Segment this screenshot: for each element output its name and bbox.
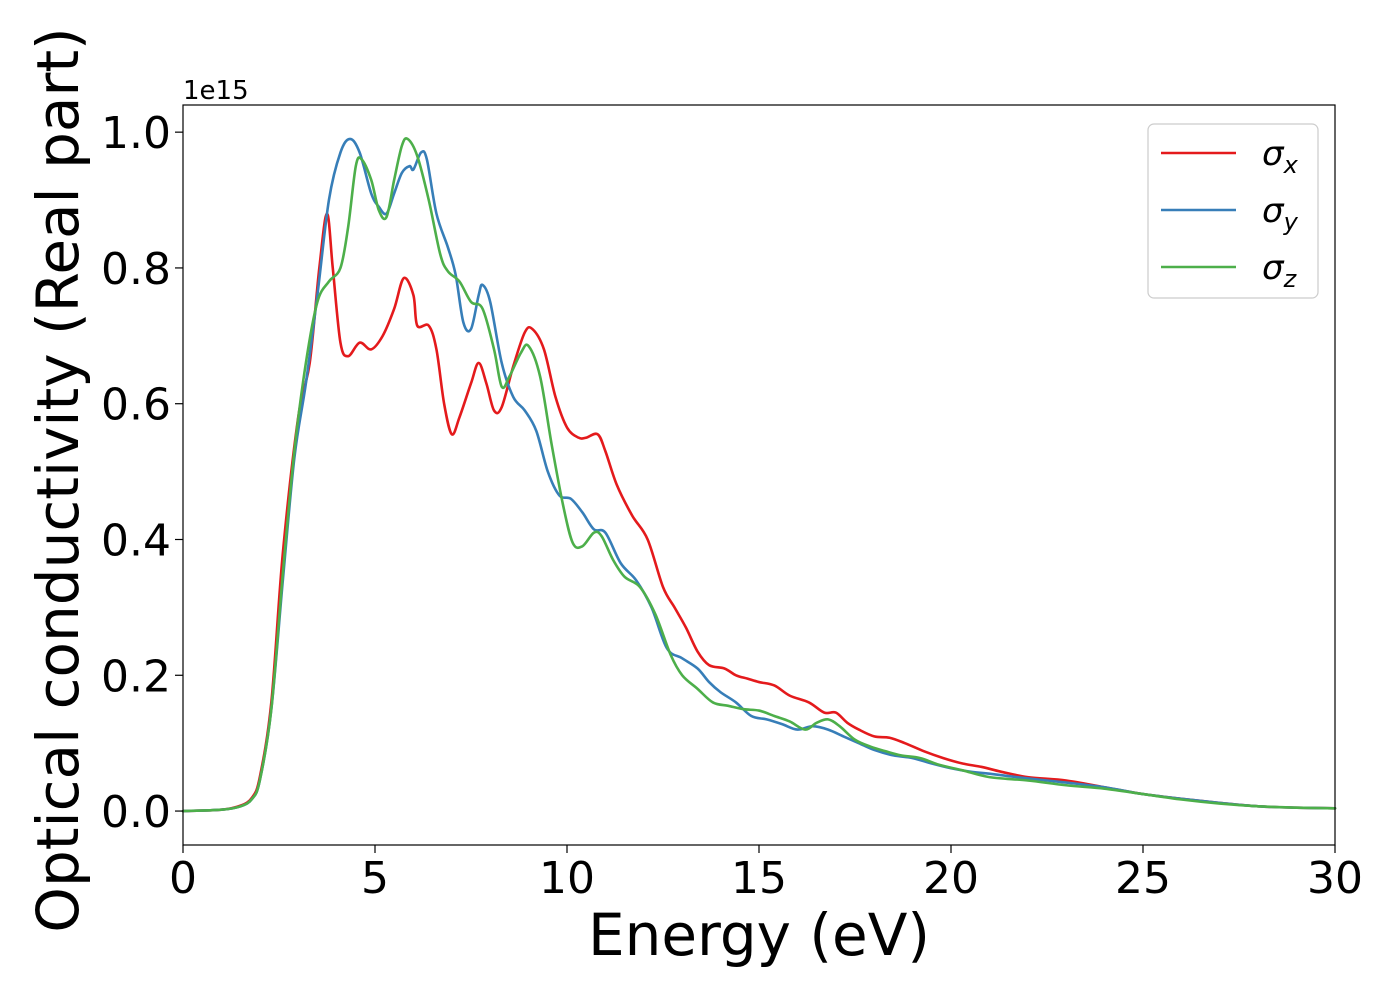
y-tick-label: 0.4 [101,515,171,566]
x-tick-label: 0 [169,853,197,904]
series-line-sigma-z [181,137,1337,813]
y-tick-label: 0.8 [101,244,171,295]
y-axis-label: Optical conductivity (Real part) [24,27,92,932]
x-tick-label: 15 [731,853,787,904]
x-tick-label: 5 [361,853,389,904]
y-tick-label: 0.2 [101,651,171,702]
series-line-sigma-y [181,137,1337,813]
x-tick-label: 25 [1115,853,1171,904]
y-axis-ticks: 0.0 0.2 0.4 0.6 0.8 1.0 [101,108,183,838]
x-tick-label: 20 [923,853,979,904]
x-axis-ticks: 0 5 10 15 20 25 30 [169,845,1363,904]
x-axis-label: Energy (eV) [588,901,930,969]
legend-label-sigma-x: σx [1262,134,1299,179]
y-offset-label: 1e15 [183,76,249,106]
legend: σx σy σz [1147,123,1319,299]
y-tick-label: 1.0 [101,108,171,159]
y-tick-label: 0.6 [101,380,171,431]
legend-label-sigma-y: σy [1262,191,1299,236]
plot-lines [181,137,1337,813]
x-tick-label: 10 [539,853,595,904]
y-tick-label: 0.0 [101,787,171,838]
x-tick-label: 30 [1307,853,1363,904]
series-line-sigma-x [181,212,1337,813]
legend-label-sigma-z: σz [1262,248,1298,293]
